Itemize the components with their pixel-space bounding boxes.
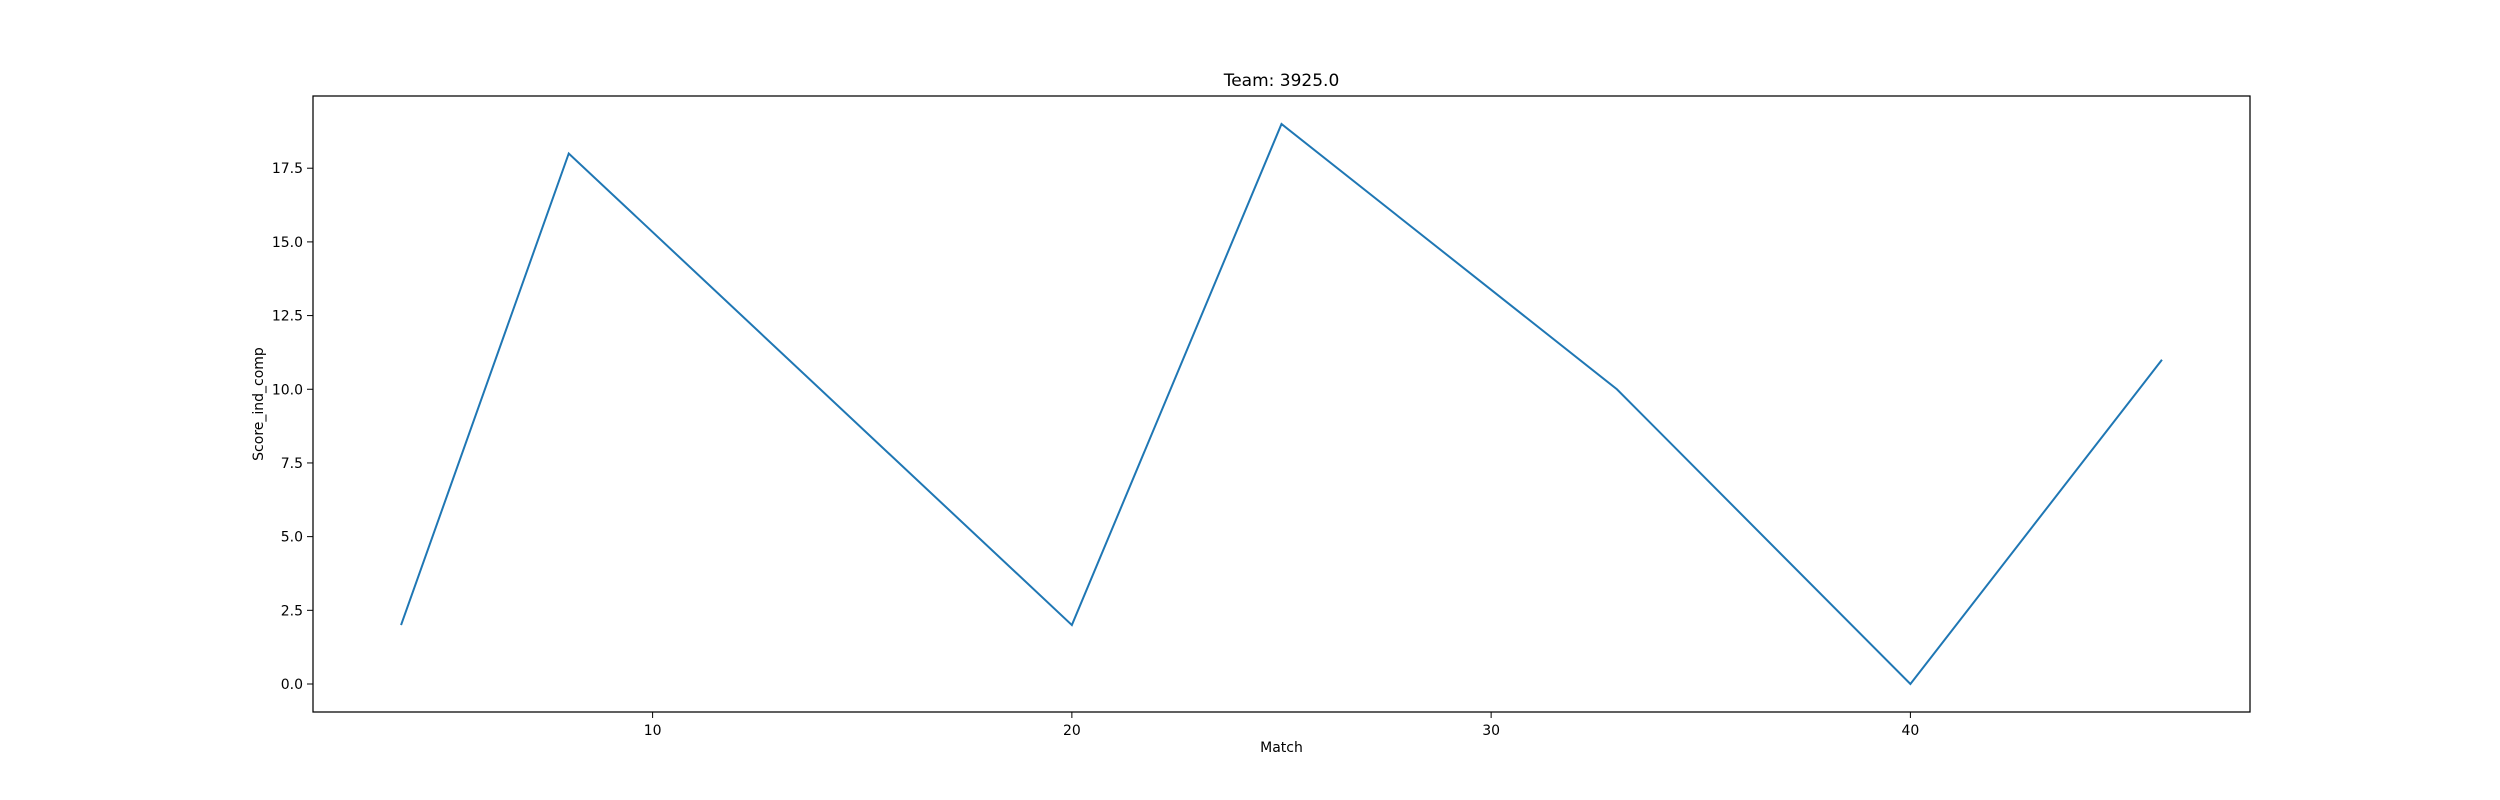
- y-tick-label: 0.0: [281, 677, 303, 693]
- y-tick-label: 5.0: [281, 530, 303, 546]
- axis-ticks: 10 20 30 40 0.0 2.5 5.0 7.5 10.0 12.5 15.0 17.5: [272, 161, 1919, 739]
- x-tick-label: 20: [1063, 723, 1081, 739]
- plot-area: [400, 122, 2163, 686]
- y-tick-label: 12.5: [272, 309, 303, 325]
- x-axis-label: Match: [1260, 740, 1303, 756]
- chart-title: Team: 3925.0: [1223, 71, 1340, 91]
- x-tick-label: 30: [1482, 723, 1500, 739]
- y-axis-label: Score_ind_comp: [251, 347, 267, 461]
- y-tick-label: 15.0: [272, 235, 303, 251]
- y-tick-label: 2.5: [281, 603, 303, 619]
- x-tick-label: 10: [644, 723, 662, 739]
- y-tick-label: 7.5: [281, 456, 303, 472]
- x-tick-label: 40: [1901, 723, 1919, 739]
- y-tick-label: 17.5: [272, 161, 303, 177]
- y-tick-label: 10.0: [272, 382, 303, 398]
- axes-frame: [312, 95, 2251, 713]
